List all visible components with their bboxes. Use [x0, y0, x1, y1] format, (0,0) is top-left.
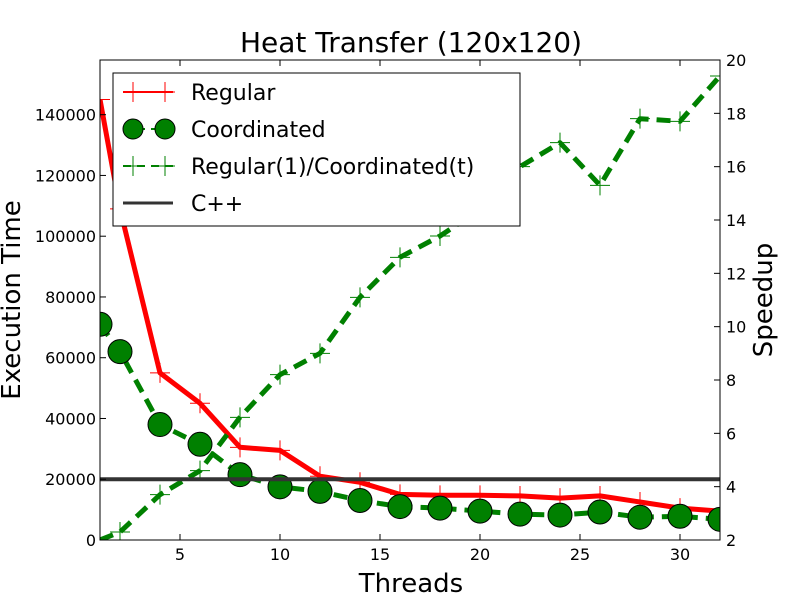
- data-point: [507, 501, 533, 527]
- x-tick-label: 25: [570, 545, 590, 564]
- data-point: [427, 495, 453, 521]
- y2-tick-label: 18: [726, 104, 746, 123]
- data-point: [387, 494, 413, 520]
- x-tick-label: 15: [370, 545, 390, 564]
- data-point: [307, 478, 333, 504]
- y-tick-label: 100000: [35, 227, 96, 246]
- data-point: [107, 339, 133, 365]
- y2-axis-label: Speedup: [749, 243, 779, 358]
- x-tick-label: 30: [670, 545, 690, 564]
- x-axis-label: Threads: [358, 569, 463, 599]
- y-tick-label: 20000: [45, 470, 96, 489]
- legend-item: Regular: [123, 81, 276, 106]
- y-tick-label: 40000: [45, 409, 96, 428]
- plot-area: 5 10 15 20 25 30 0 20000 40000 60000 80000 100000 12…: [35, 51, 746, 564]
- chart-title: Heat Transfer (120x120): [240, 26, 582, 59]
- series-layer: [100, 66, 720, 540]
- y2-tick-label: 12: [726, 264, 746, 283]
- data-point: [627, 504, 653, 530]
- data-point: [547, 502, 573, 528]
- data-point: [467, 498, 493, 524]
- y2-tick-label: 10: [726, 318, 746, 337]
- legend-item: Coordinated: [122, 118, 326, 143]
- legend-box: [112, 72, 521, 227]
- data-point: [187, 431, 213, 457]
- plot-frame: [99, 59, 721, 541]
- data-point: [100, 311, 113, 337]
- y-tick-label: 60000: [45, 349, 96, 368]
- data-point: [587, 499, 613, 525]
- y2-tick-label: 4: [726, 478, 736, 497]
- y-tick-label: 80000: [45, 288, 96, 307]
- y2-tick-label: 16: [726, 158, 746, 177]
- legend-item: Regular(1)/Coordinated(t): [123, 155, 474, 180]
- legend-label: Regular: [191, 81, 276, 106]
- y-axis-label: Execution Time: [0, 200, 27, 399]
- legend-label: Coordinated: [191, 118, 326, 143]
- x-tick-label: 10: [270, 545, 290, 564]
- x-tick-label: 20: [470, 545, 490, 564]
- legend-label: Regular(1)/Coordinated(t): [191, 155, 474, 180]
- x-tick-label: 5: [175, 545, 185, 564]
- y2-tick-label: 20: [726, 51, 746, 70]
- y-tick-label: 120000: [35, 166, 96, 185]
- y-tick-label: 140000: [35, 106, 96, 125]
- y2-tick-label: 2: [726, 531, 736, 550]
- data-point: [227, 462, 253, 488]
- legend-marker: [154, 118, 176, 140]
- y-tick-label: 0: [86, 531, 96, 550]
- y2-tick-label: 6: [726, 424, 736, 443]
- y2-tick-label: 14: [726, 211, 746, 230]
- legend-marker: [122, 118, 144, 140]
- data-point: [707, 506, 720, 532]
- series-1: [100, 311, 720, 532]
- legend-label: C++: [191, 192, 243, 217]
- data-point: [667, 503, 693, 529]
- series-line-1: [100, 322, 720, 522]
- y2-tick-label: 8: [726, 371, 736, 390]
- data-point: [147, 412, 173, 438]
- legend: Regular Coordinated Regular(1)/Coordinated…: [112, 72, 521, 227]
- data-point: [347, 488, 373, 514]
- legend-item: C++: [123, 192, 243, 217]
